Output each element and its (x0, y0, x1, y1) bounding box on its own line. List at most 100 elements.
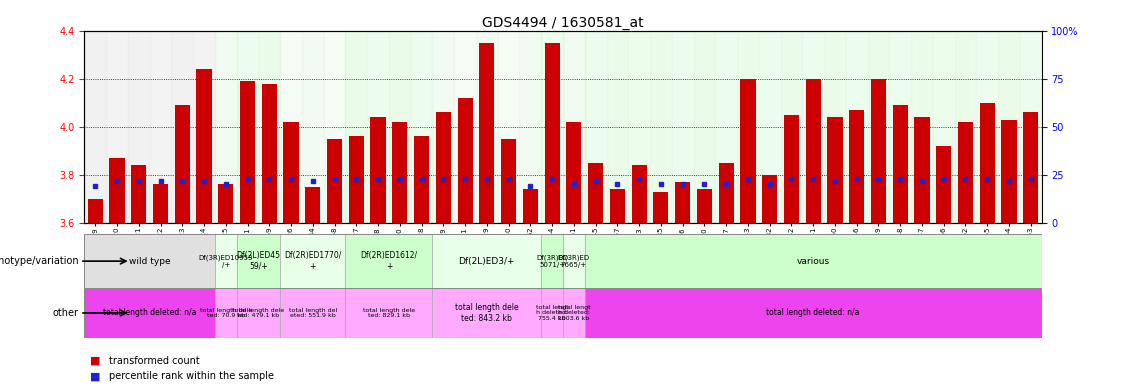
Bar (738, 31, 759, 223)
Text: percentile rank within the sample: percentile rank within the sample (109, 371, 275, 381)
Bar (480, 43, 494, 223)
Bar (128, 31, 150, 223)
Bar (563, 31, 584, 223)
Bar (980, 103, 994, 223)
Bar (828, 117, 842, 223)
Bar (432, 31, 454, 223)
Text: genotype/variation: genotype/variation (0, 256, 79, 266)
Bar (998, 31, 1020, 223)
Bar (824, 31, 846, 223)
FancyBboxPatch shape (584, 234, 1042, 288)
Bar (849, 110, 865, 223)
Bar (628, 31, 650, 223)
Bar (893, 105, 908, 223)
Bar (388, 31, 411, 223)
Bar (346, 31, 367, 223)
Bar (84, 31, 106, 223)
FancyBboxPatch shape (542, 234, 563, 288)
Text: ■: ■ (90, 371, 100, 381)
Bar (802, 31, 824, 223)
Text: total lengt
h deleted:
755.4 kb: total lengt h deleted: 755.4 kb (536, 305, 569, 321)
Bar (697, 189, 712, 223)
FancyBboxPatch shape (346, 288, 432, 338)
Bar (784, 115, 799, 223)
Bar (607, 31, 628, 223)
FancyBboxPatch shape (84, 288, 215, 338)
Bar (324, 31, 346, 223)
Bar (280, 31, 346, 223)
Bar (584, 31, 1042, 223)
Text: Df(2R)ED1770/
+: Df(2R)ED1770/ + (284, 252, 341, 271)
Bar (672, 31, 694, 223)
Bar (327, 139, 342, 223)
Text: Df(3R)ED10953
/+: Df(3R)ED10953 /+ (198, 254, 253, 268)
Text: Df(2R)ED1612/
+: Df(2R)ED1612/ + (360, 252, 418, 271)
FancyBboxPatch shape (432, 234, 542, 288)
Text: total length del
eted: 551.9 kb: total length del eted: 551.9 kb (288, 308, 337, 318)
FancyBboxPatch shape (563, 288, 584, 338)
Text: total length dele
ted: 843.2 kb: total length dele ted: 843.2 kb (455, 303, 519, 323)
Bar (805, 79, 821, 223)
Bar (759, 31, 780, 223)
Bar (955, 31, 976, 223)
Bar (522, 189, 538, 223)
Text: Df(3R)ED
5071/+: Df(3R)ED 5071/+ (536, 254, 569, 268)
FancyBboxPatch shape (236, 234, 280, 288)
Text: total length dele
ted: 829.1 kb: total length dele ted: 829.1 kb (363, 308, 415, 318)
Bar (284, 122, 298, 223)
Bar (542, 31, 563, 223)
Bar (870, 79, 886, 223)
FancyBboxPatch shape (432, 288, 542, 338)
Bar (932, 31, 955, 223)
Bar (632, 165, 646, 223)
Bar (958, 122, 973, 223)
FancyBboxPatch shape (280, 288, 346, 338)
Bar (650, 31, 672, 223)
Bar (762, 175, 777, 223)
FancyBboxPatch shape (280, 234, 346, 288)
Text: total length dele
ted: 70.9 kb: total length dele ted: 70.9 kb (199, 308, 252, 318)
Text: total length deleted: n/a: total length deleted: n/a (767, 308, 860, 318)
Bar (236, 31, 259, 223)
Bar (414, 136, 429, 223)
Bar (1001, 119, 1017, 223)
Bar (914, 117, 930, 223)
Bar (780, 31, 802, 223)
FancyBboxPatch shape (346, 234, 432, 288)
Bar (454, 31, 476, 223)
Bar (566, 122, 581, 223)
Text: total length dele
ted: 479.1 kb: total length dele ted: 479.1 kb (232, 308, 285, 318)
Bar (1024, 113, 1038, 223)
Text: Df(3R)ED
7665/+: Df(3R)ED 7665/+ (557, 254, 590, 268)
Text: transformed count: transformed count (109, 356, 200, 366)
Bar (218, 184, 233, 223)
Bar (88, 199, 102, 223)
FancyBboxPatch shape (236, 288, 280, 338)
Bar (545, 43, 560, 223)
Bar (132, 165, 146, 223)
Bar (563, 31, 584, 223)
Text: total length deleted: n/a: total length deleted: n/a (102, 308, 196, 318)
Bar (457, 98, 473, 223)
Bar (240, 81, 256, 223)
Bar (519, 31, 542, 223)
FancyBboxPatch shape (563, 234, 584, 288)
Bar (740, 79, 756, 223)
Bar (175, 105, 190, 223)
Text: Df(2L)ED45
59/+: Df(2L)ED45 59/+ (236, 252, 280, 271)
Bar (171, 31, 194, 223)
Bar (392, 122, 408, 223)
Bar (911, 31, 932, 223)
FancyBboxPatch shape (84, 234, 215, 288)
Bar (215, 31, 236, 223)
FancyBboxPatch shape (584, 288, 1042, 338)
Bar (584, 31, 607, 223)
Bar (346, 31, 432, 223)
Bar (476, 31, 498, 223)
Bar (936, 146, 951, 223)
Bar (280, 31, 302, 223)
Bar (150, 31, 171, 223)
FancyBboxPatch shape (215, 234, 236, 288)
Bar (1020, 31, 1042, 223)
Bar (542, 31, 563, 223)
